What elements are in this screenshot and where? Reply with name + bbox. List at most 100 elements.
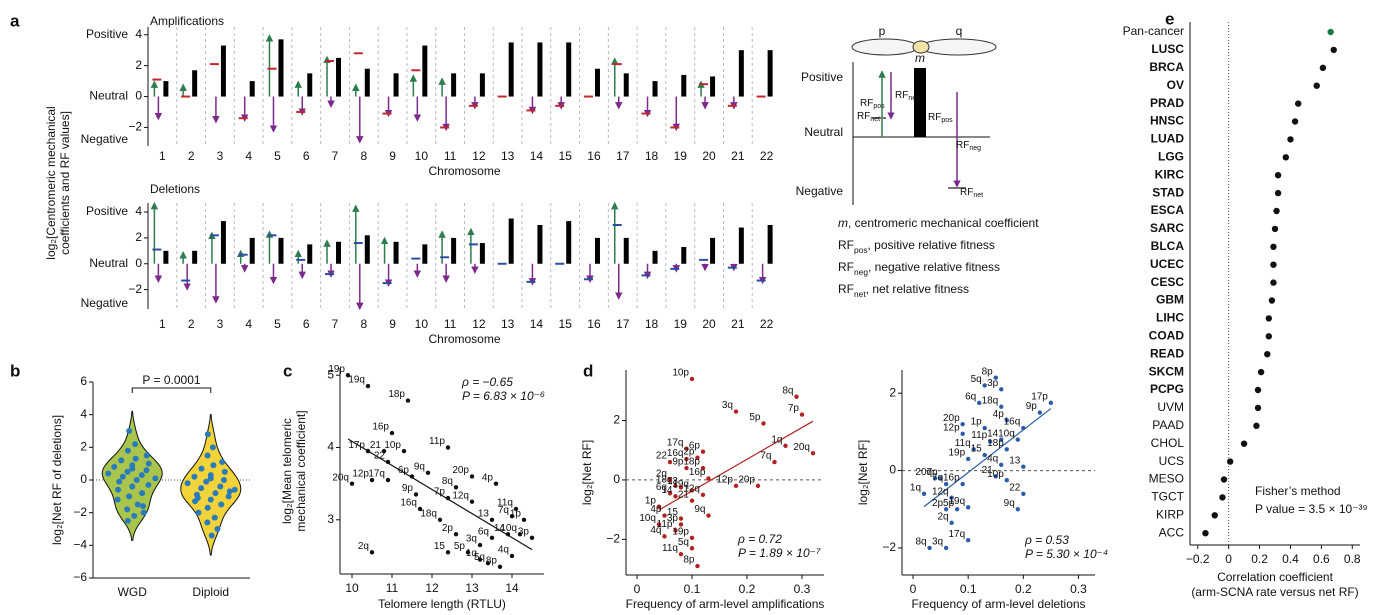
point	[225, 493, 232, 500]
chromosome-arm	[919, 38, 997, 56]
point	[349, 481, 355, 486]
point-label: 15	[434, 541, 446, 552]
arm-label: q	[956, 24, 963, 38]
level-label: Positive	[86, 204, 128, 218]
point-label: 18p	[987, 438, 1004, 449]
level-label: Neutral	[89, 256, 128, 270]
legend-entry: RFpos, positive relative fitness	[838, 238, 995, 255]
m-bar	[163, 81, 169, 97]
point	[999, 437, 1004, 442]
point-label: 20p	[738, 475, 755, 486]
m-bar	[537, 42, 543, 97]
point	[673, 494, 678, 499]
rf-label: RFneg	[895, 90, 920, 103]
point	[943, 507, 949, 512]
x-tick-label: 1	[159, 149, 166, 163]
m-bar	[738, 50, 744, 97]
x-tick-label: 11	[444, 149, 457, 163]
point-label: 7q	[932, 473, 943, 484]
category-label: READ	[1150, 346, 1184, 360]
point-label: 7p	[434, 487, 446, 498]
category-label: HNSC	[1150, 114, 1184, 128]
point	[755, 483, 761, 489]
category-label: SARC	[1150, 221, 1184, 235]
point	[1274, 189, 1282, 197]
m-bar	[192, 70, 198, 97]
point	[678, 522, 684, 527]
x-axis-label: Frequency of arm-level amplifications	[626, 597, 825, 611]
m-bar	[220, 45, 226, 97]
y-axis-label: log₂[Centromeric mechanical	[44, 106, 58, 259]
point	[999, 387, 1004, 392]
category-label: BRCA	[1149, 60, 1184, 74]
m-bar	[508, 218, 514, 264]
x-tick-label: 0.4	[1282, 552, 1299, 566]
x-tick-label: WGD	[118, 585, 148, 599]
point	[684, 456, 689, 462]
x-tick-label: 21	[731, 149, 745, 163]
point-label: 7p	[926, 467, 938, 478]
point	[497, 564, 503, 569]
point	[706, 476, 711, 481]
point	[517, 532, 523, 537]
point-label: 8p	[982, 366, 994, 377]
point	[132, 441, 139, 448]
category-label: SKCM	[1149, 364, 1184, 378]
point-label: 10p	[672, 368, 689, 379]
point	[1287, 136, 1294, 143]
point	[965, 537, 971, 543]
point	[1219, 494, 1226, 501]
point	[126, 493, 133, 500]
bracket	[131, 387, 212, 393]
point	[437, 517, 443, 522]
point-label: 20q	[332, 472, 349, 483]
x-tick-label: 16	[587, 149, 601, 163]
point	[656, 522, 662, 527]
point	[111, 463, 118, 470]
point-label: 12p	[352, 469, 369, 480]
category-label: LUSC	[1151, 42, 1184, 56]
point-label: 7p	[788, 403, 800, 414]
point-label: 3q	[722, 400, 733, 411]
point	[124, 517, 131, 524]
point	[954, 507, 960, 512]
x-tick-label: 0.1	[684, 582, 701, 596]
x-tick-label: 18	[645, 149, 659, 163]
point	[143, 452, 150, 459]
point	[445, 550, 451, 555]
m-bar	[566, 42, 572, 97]
point	[401, 448, 407, 454]
x-axis-label: (arm-SCNA rate versus net RF)	[1191, 585, 1358, 599]
point-label: 8p	[683, 555, 695, 566]
category-label: LUAD	[1151, 132, 1185, 146]
point-label: 8q	[782, 385, 793, 396]
centromere	[912, 40, 930, 54]
point	[971, 447, 976, 452]
point-label: 17q	[667, 437, 684, 448]
point	[211, 514, 218, 521]
point-label: 10q	[998, 428, 1015, 439]
point	[489, 535, 495, 541]
point	[513, 506, 519, 512]
point-label: 1q	[910, 482, 921, 493]
m-bar	[364, 68, 370, 97]
point-label: 22	[1009, 482, 1021, 493]
point-label: 9p	[1026, 401, 1038, 412]
point	[218, 501, 225, 508]
text-part: RF	[960, 187, 973, 198]
point	[1254, 404, 1262, 412]
category-label: PRAD	[1150, 96, 1184, 110]
chromosome-arm	[851, 38, 919, 56]
x-tick-label: 0.2	[1251, 552, 1268, 566]
y-tick-label: 4	[80, 407, 87, 421]
text-part: , negative relative fitness	[868, 260, 1000, 274]
point	[1037, 410, 1043, 415]
point	[678, 485, 684, 490]
point	[1240, 440, 1248, 447]
m-bar	[710, 237, 716, 264]
x-tick-label: 14	[530, 317, 544, 331]
point	[761, 421, 766, 426]
point	[810, 450, 816, 456]
point-label: 18q	[656, 475, 673, 486]
